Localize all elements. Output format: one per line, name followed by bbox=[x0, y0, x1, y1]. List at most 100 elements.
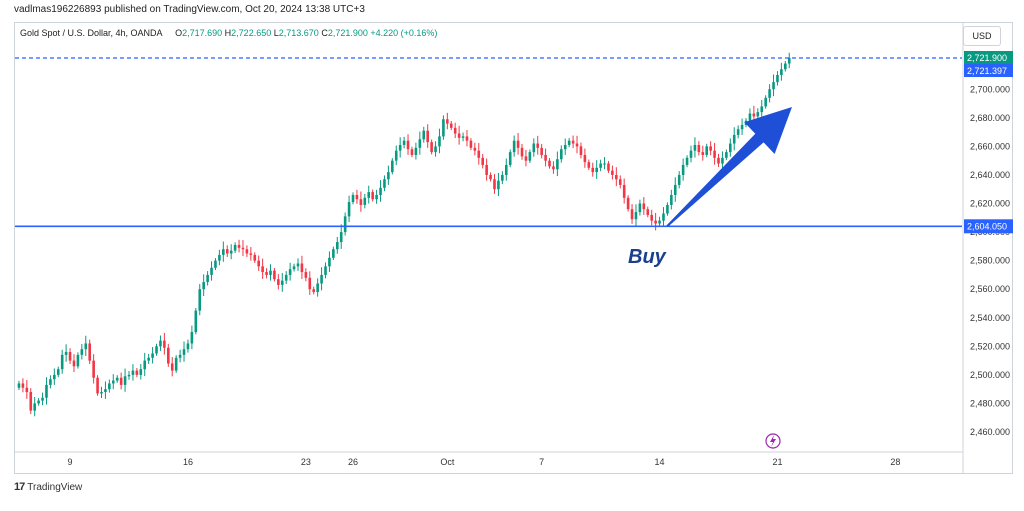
support-price-badge bbox=[964, 219, 1013, 234]
candle-body bbox=[520, 147, 524, 157]
candle-body bbox=[465, 136, 469, 141]
candle-body bbox=[241, 247, 245, 250]
y-tick-label: 2,540.000 bbox=[970, 313, 1010, 323]
x-tick-label: 28 bbox=[890, 457, 900, 467]
candle-body bbox=[556, 159, 559, 170]
brand-name: TradingView bbox=[27, 482, 83, 493]
buy-annotation: Buy bbox=[628, 246, 667, 268]
candle-body bbox=[709, 146, 712, 151]
close-value: 2,721.900 bbox=[327, 28, 368, 38]
candle-body bbox=[245, 249, 249, 254]
candle-body bbox=[391, 160, 394, 173]
y-tick-label: 2,680.000 bbox=[970, 113, 1010, 123]
candle-body bbox=[721, 157, 724, 164]
candle-body bbox=[697, 144, 701, 153]
candle-body bbox=[60, 354, 64, 370]
candle-body bbox=[64, 352, 68, 355]
candle-body bbox=[229, 250, 233, 254]
x-tick-label: 23 bbox=[301, 457, 311, 467]
candle-body bbox=[595, 167, 598, 173]
candle-body bbox=[414, 147, 418, 155]
symbol-name[interactable]: Gold Spot / U.S. Dollar, 4h, OANDA bbox=[20, 28, 163, 38]
candle-body bbox=[335, 242, 339, 250]
lightning-bolt-icon bbox=[770, 435, 776, 447]
chart-frame bbox=[14, 22, 1013, 474]
candle-body bbox=[764, 97, 767, 107]
candle-body bbox=[607, 163, 610, 171]
candle-body bbox=[25, 387, 29, 393]
candle-body bbox=[257, 260, 260, 267]
candle-body bbox=[485, 164, 488, 175]
candle-body bbox=[473, 147, 477, 151]
candle-body bbox=[591, 167, 595, 173]
open-value: 2,717.690 bbox=[182, 28, 223, 38]
candle-body bbox=[92, 360, 95, 378]
candle-body bbox=[104, 389, 107, 393]
candle-body bbox=[693, 144, 697, 151]
candle-body bbox=[17, 383, 21, 388]
y-tick-label: 2,640.000 bbox=[970, 170, 1010, 180]
candle-body bbox=[41, 397, 44, 401]
high-value: 2,722.650 bbox=[231, 28, 272, 38]
candle-body bbox=[111, 380, 115, 384]
candle-body bbox=[170, 363, 174, 371]
candle-body bbox=[108, 383, 111, 390]
low-label: L bbox=[273, 28, 279, 38]
candle-body bbox=[76, 354, 80, 367]
candle-body bbox=[622, 184, 626, 198]
candle-body bbox=[772, 82, 775, 90]
candle-body bbox=[438, 136, 441, 147]
candle-body bbox=[304, 272, 308, 278]
candle-body bbox=[159, 340, 162, 347]
candle-body bbox=[45, 384, 48, 398]
candle-body bbox=[186, 343, 190, 350]
y-tick-label: 2,700.000 bbox=[970, 84, 1010, 94]
candle-body bbox=[768, 89, 771, 98]
x-tick-label: 26 bbox=[348, 457, 358, 467]
candle-body bbox=[434, 146, 437, 153]
candle-body bbox=[225, 249, 229, 254]
candle-body bbox=[540, 147, 543, 155]
last-price-label: 2,721.900 bbox=[967, 53, 1007, 63]
candle-body bbox=[689, 150, 693, 158]
candle-body bbox=[615, 174, 618, 180]
currency-selector[interactable]: USD bbox=[963, 26, 1001, 46]
candle-body bbox=[563, 144, 567, 150]
candle-body bbox=[481, 157, 485, 165]
candle-body bbox=[100, 392, 103, 394]
candle-body bbox=[68, 352, 72, 361]
candle-body bbox=[732, 134, 736, 144]
candle-body bbox=[292, 266, 296, 270]
candle-body bbox=[528, 152, 532, 161]
candle-body bbox=[198, 289, 202, 311]
candle-body bbox=[662, 213, 665, 221]
tradingview-brand[interactable]: 17 TradingView bbox=[14, 481, 82, 493]
candle-body bbox=[237, 244, 241, 248]
candle-body bbox=[351, 194, 355, 203]
candle-body bbox=[713, 150, 716, 158]
candle-body bbox=[394, 150, 398, 161]
candle-body bbox=[477, 150, 481, 158]
candle-body bbox=[552, 166, 555, 170]
candle-body bbox=[115, 377, 119, 381]
candle-body bbox=[493, 179, 496, 190]
candle-body bbox=[658, 220, 661, 224]
candle-body bbox=[516, 140, 520, 148]
candle-body bbox=[504, 164, 508, 175]
candle-body bbox=[379, 187, 382, 195]
candle-body bbox=[402, 140, 406, 145]
last-price-badge bbox=[964, 50, 1013, 64]
candle-body bbox=[442, 119, 445, 137]
candle-body bbox=[296, 263, 300, 267]
candle-body bbox=[752, 113, 756, 117]
candle-body bbox=[56, 369, 60, 375]
candle-body bbox=[210, 267, 213, 275]
candle-body bbox=[544, 154, 547, 161]
y-tick-label: 2,480.000 bbox=[970, 398, 1010, 408]
candle-body bbox=[363, 197, 367, 205]
candle-body bbox=[182, 349, 186, 355]
candle-body bbox=[265, 272, 268, 275]
candle-body bbox=[347, 202, 351, 217]
candle-body bbox=[269, 270, 272, 275]
